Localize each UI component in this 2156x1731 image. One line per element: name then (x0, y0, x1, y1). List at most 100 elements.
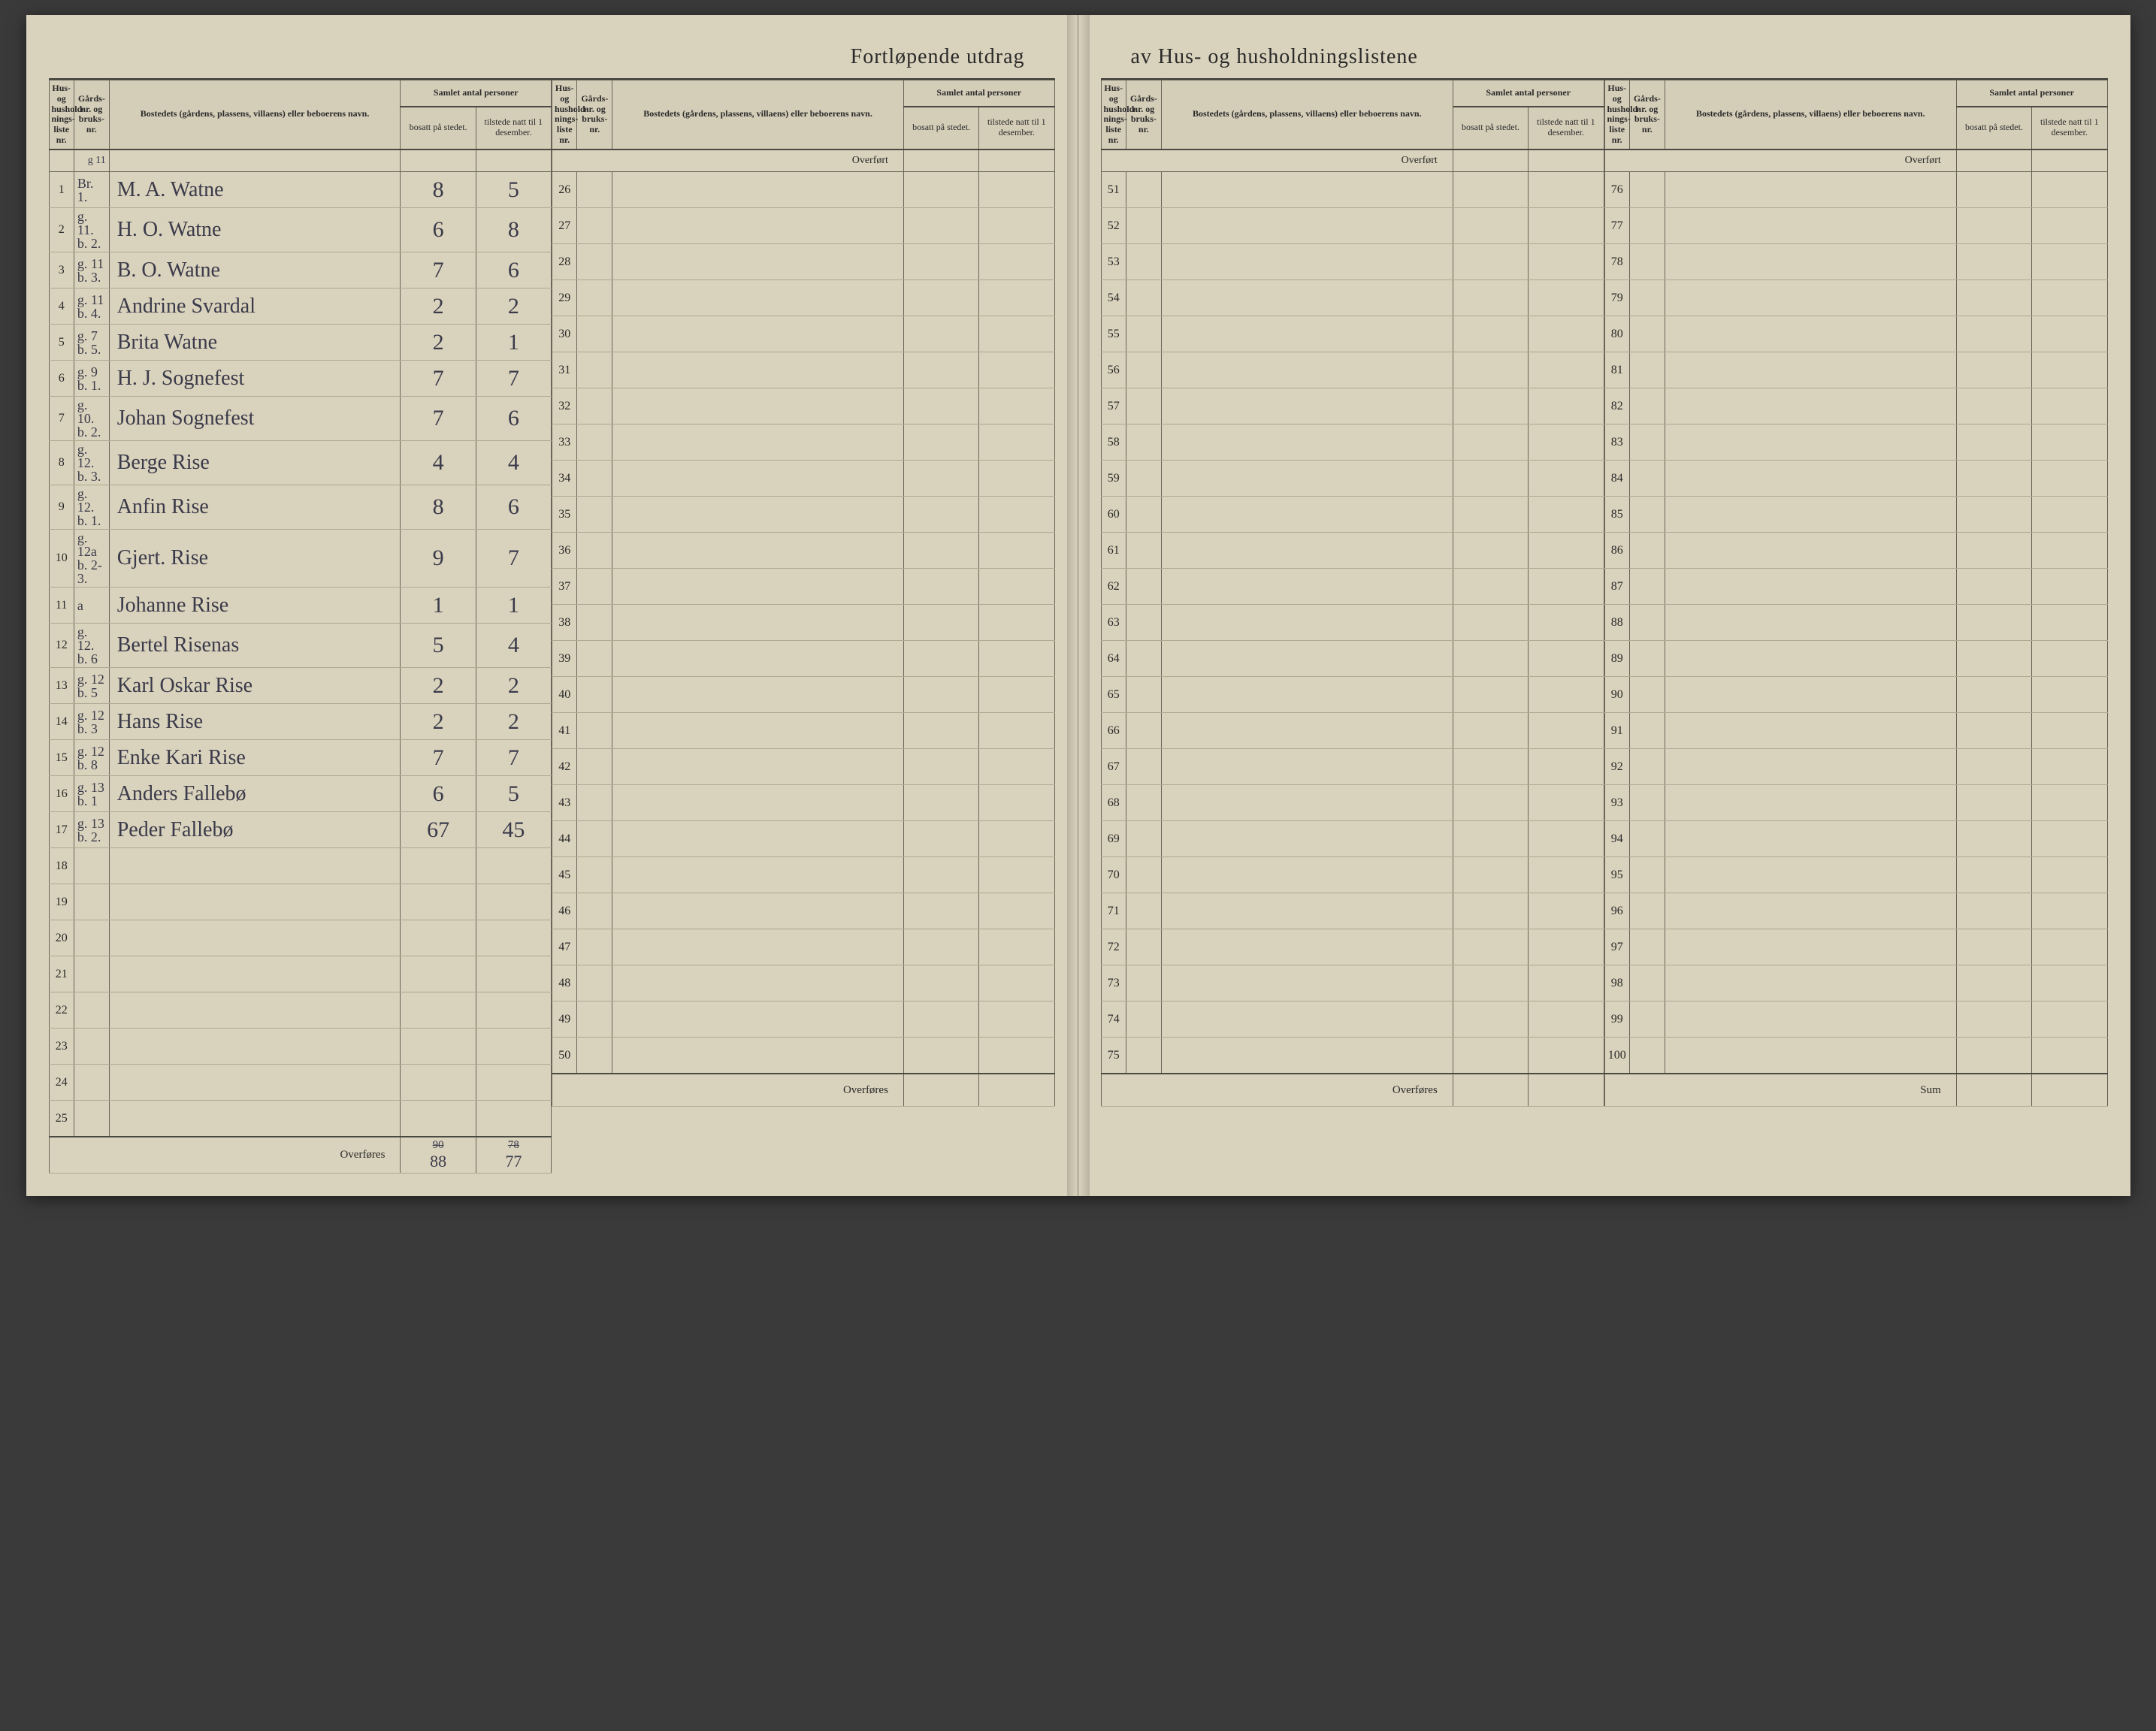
table-row: 70 (1101, 857, 1604, 893)
row-nr: 41 (552, 713, 577, 749)
row-bosatt (1956, 316, 2031, 352)
footer-label: Sum (1604, 1074, 1956, 1107)
table-row: 68 (1101, 785, 1604, 821)
row-nr: 67 (1101, 749, 1126, 785)
row-tilstede (979, 857, 1054, 893)
row-tilstede (979, 713, 1054, 749)
row-name (1161, 316, 1453, 352)
row-tilstede (979, 569, 1054, 605)
row-name (109, 1029, 401, 1065)
table-row: 95 (1604, 857, 2107, 893)
row-nr: 44 (552, 821, 577, 857)
row-tilstede: 2 (476, 668, 551, 704)
table-row: 78 (1604, 244, 2107, 280)
row-bosatt (1956, 461, 2031, 497)
row-name (1161, 497, 1453, 533)
row-nr: 50 (552, 1038, 577, 1074)
row-gnr (1126, 605, 1161, 641)
row-nr: 71 (1101, 893, 1126, 929)
row-name (1665, 857, 1956, 893)
table-row: 38 (552, 605, 1055, 641)
row-nr: 59 (1101, 461, 1126, 497)
row-nr: 7 (49, 397, 74, 441)
row-tilstede: 45 (476, 812, 551, 848)
table-row: 49 (552, 1001, 1055, 1038)
row-tilstede (2032, 893, 2107, 929)
row-bosatt (401, 1029, 476, 1065)
row-gnr (74, 884, 109, 920)
row-bosatt (903, 929, 978, 965)
table-row: 18 (49, 848, 552, 884)
row-tilstede (2032, 497, 2107, 533)
overfort-bosatt (1956, 150, 2031, 172)
row-bosatt (903, 713, 978, 749)
row-bosatt (1453, 533, 1528, 569)
table-row: 97 (1604, 929, 2107, 965)
row-bosatt (1956, 533, 2031, 569)
table-row: 77 (1604, 208, 2107, 244)
row-bosatt: 9 (401, 530, 476, 588)
row-gnr (577, 893, 612, 929)
row-gnr (1126, 461, 1161, 497)
row-nr: 19 (49, 884, 74, 920)
row-name (1665, 569, 1956, 605)
table-row: 76 (1604, 172, 2107, 208)
row-tilstede (2032, 316, 2107, 352)
row-bosatt (1956, 424, 2031, 461)
pre-row: g 11 (49, 150, 552, 172)
right-page: av Hus- og husholdningslistene Hus- og h… (1078, 15, 2130, 1196)
row-name (1665, 785, 1956, 821)
row-gnr (577, 461, 612, 497)
overfort-tilstede (979, 150, 1054, 172)
row-gnr (1126, 641, 1161, 677)
table-row: 51 (1101, 172, 1604, 208)
table-row: 2g. 11.b. 2.H. O. Watne68 (49, 208, 552, 252)
ledger-spread: Fortløpende utdrag Hus- og hushold-nings… (26, 15, 2130, 1196)
row-tilstede (1529, 172, 1604, 208)
table-row: 60 (1101, 497, 1604, 533)
row-tilstede (2032, 280, 2107, 316)
row-tilstede: 5 (476, 776, 551, 812)
table-row: 4g. 11b. 4.Andrine Svardal22 (49, 288, 552, 325)
row-gnr (1629, 352, 1665, 388)
table-row: 58 (1101, 424, 1604, 461)
table-row: 99 (1604, 1001, 2107, 1038)
row-tilstede (1529, 821, 1604, 857)
row-bosatt: 8 (401, 485, 476, 530)
row-bosatt (1453, 929, 1528, 965)
table-row: 72 (1101, 929, 1604, 965)
row-name: Andrine Svardal (109, 288, 401, 325)
table-row: 50 (552, 1038, 1055, 1074)
row-tilstede (1529, 749, 1604, 785)
overfort-tilstede (1529, 150, 1604, 172)
row-name (1161, 569, 1453, 605)
row-bosatt (1956, 352, 2031, 388)
row-name: Enke Kari Rise (109, 740, 401, 776)
table-row: 45 (552, 857, 1055, 893)
row-name (612, 677, 904, 713)
hdr-tilstede: tilstede natt til 1 desember. (2032, 107, 2107, 150)
row-bosatt (1956, 929, 2031, 965)
row-bosatt (903, 677, 978, 713)
row-tilstede (1529, 244, 1604, 280)
row-tilstede (1529, 965, 1604, 1001)
row-tilstede (979, 641, 1054, 677)
row-tilstede (1529, 280, 1604, 316)
row-tilstede (979, 497, 1054, 533)
row-gnr: g. 13b. 2. (74, 812, 109, 848)
row-gnr: g. 9b. 1. (74, 361, 109, 397)
row-nr: 23 (49, 1029, 74, 1065)
row-bosatt (1453, 424, 1528, 461)
row-bosatt (1956, 1001, 2031, 1038)
row-gnr: g. 12.b. 1. (74, 485, 109, 530)
row-gnr (1629, 965, 1665, 1001)
row-nr: 36 (552, 533, 577, 569)
row-gnr (1629, 785, 1665, 821)
row-gnr (1126, 533, 1161, 569)
row-bosatt (1956, 1038, 2031, 1074)
footer-bosatt (1956, 1074, 2031, 1107)
row-gnr (1126, 713, 1161, 749)
row-bosatt (1956, 208, 2031, 244)
row-gnr (577, 929, 612, 965)
row-name (612, 316, 904, 352)
